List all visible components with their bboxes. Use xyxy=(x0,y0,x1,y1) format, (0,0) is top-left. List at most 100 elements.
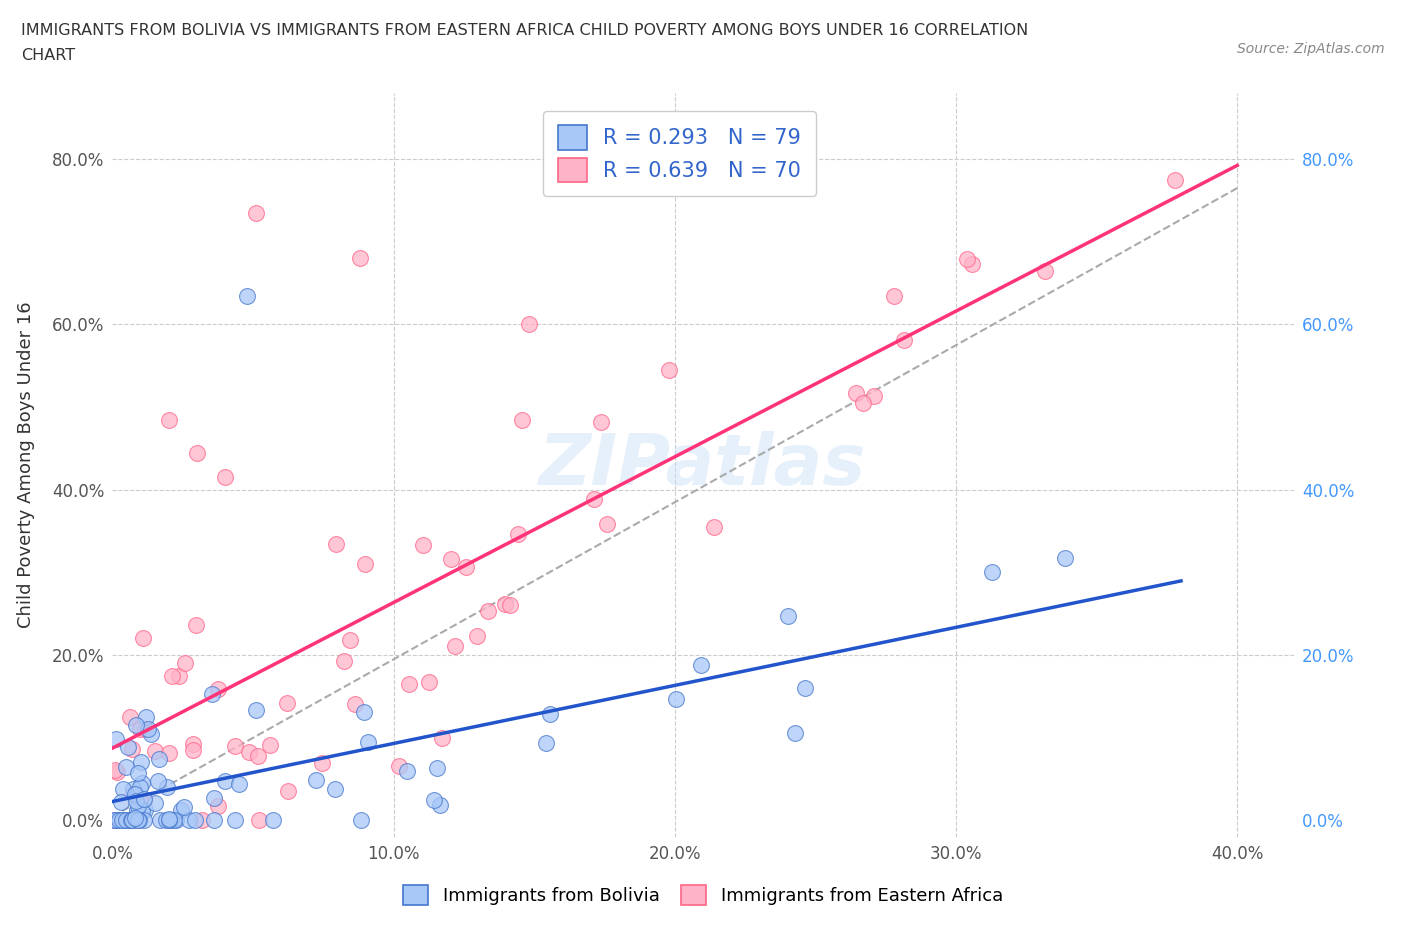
Point xyxy=(121,782,143,797)
Point xyxy=(214,470,236,485)
Point xyxy=(118,710,141,724)
Point xyxy=(262,813,284,828)
Point xyxy=(353,704,375,719)
Point xyxy=(104,762,127,777)
Point xyxy=(956,252,979,267)
Point xyxy=(665,691,688,706)
Point xyxy=(277,784,299,799)
Point xyxy=(247,749,270,764)
Point xyxy=(245,703,267,718)
Point xyxy=(325,537,347,551)
Point xyxy=(418,675,440,690)
Point xyxy=(127,765,149,780)
Point xyxy=(127,813,149,828)
Point xyxy=(127,813,149,828)
Point xyxy=(132,813,155,828)
Point xyxy=(794,680,817,695)
Point xyxy=(703,520,725,535)
Point xyxy=(124,787,146,802)
Point xyxy=(179,813,201,828)
Point xyxy=(499,598,522,613)
Point xyxy=(115,813,138,828)
Point xyxy=(962,257,984,272)
Point xyxy=(132,792,155,807)
Point xyxy=(494,597,516,612)
Point xyxy=(121,813,143,828)
Point xyxy=(127,798,149,813)
Point xyxy=(202,813,225,828)
Point xyxy=(173,799,195,814)
Point xyxy=(186,445,208,460)
Point xyxy=(690,658,713,672)
Point xyxy=(785,726,807,741)
Point xyxy=(207,798,229,813)
Point xyxy=(349,251,371,266)
Point xyxy=(862,389,884,404)
Point xyxy=(104,813,127,828)
Point xyxy=(115,813,138,828)
Point xyxy=(124,717,146,732)
Point xyxy=(388,758,411,773)
Point xyxy=(157,746,180,761)
Point xyxy=(104,731,127,746)
Point xyxy=(160,813,183,828)
Point xyxy=(141,726,163,741)
Y-axis label: Child Poverty Among Boys Under 16: Child Poverty Among Boys Under 16 xyxy=(17,301,35,629)
Point xyxy=(125,793,148,808)
Point xyxy=(160,669,183,684)
Point xyxy=(893,332,915,347)
Point xyxy=(105,764,128,779)
Point xyxy=(596,517,619,532)
Point xyxy=(191,813,214,828)
Point xyxy=(128,813,150,828)
Point xyxy=(173,656,195,671)
Point xyxy=(236,288,259,303)
Point xyxy=(1054,551,1077,565)
Point xyxy=(534,735,557,750)
Point xyxy=(111,781,134,796)
Point xyxy=(114,760,136,775)
Point xyxy=(398,677,420,692)
Point xyxy=(259,737,281,752)
Point xyxy=(247,813,270,828)
Point xyxy=(111,813,134,828)
Point xyxy=(125,803,148,817)
Point xyxy=(183,813,205,828)
Legend: R = 0.293   N = 79, R = 0.639   N = 70: R = 0.293 N = 79, R = 0.639 N = 70 xyxy=(543,111,815,196)
Point xyxy=(110,795,132,810)
Point xyxy=(202,790,225,805)
Point xyxy=(426,761,449,776)
Point xyxy=(122,787,145,802)
Point xyxy=(112,813,135,828)
Text: Source: ZipAtlas.com: Source: ZipAtlas.com xyxy=(1237,42,1385,56)
Point xyxy=(325,782,347,797)
Point xyxy=(135,710,157,724)
Point xyxy=(156,779,179,794)
Point xyxy=(143,796,166,811)
Point xyxy=(423,792,446,807)
Text: CHART: CHART xyxy=(21,48,75,63)
Point xyxy=(506,526,529,541)
Point xyxy=(131,631,153,645)
Point xyxy=(143,744,166,759)
Point xyxy=(186,618,208,632)
Point xyxy=(238,745,260,760)
Point xyxy=(131,804,153,818)
Point xyxy=(134,721,156,736)
Point xyxy=(852,395,875,410)
Point xyxy=(104,813,127,828)
Point xyxy=(333,653,356,668)
Point xyxy=(778,608,800,623)
Point xyxy=(429,798,451,813)
Point xyxy=(104,813,127,828)
Point xyxy=(350,813,373,828)
Point xyxy=(163,813,186,828)
Text: IMMIGRANTS FROM BOLIVIA VS IMMIGRANTS FROM EASTERN AFRICA CHILD POVERTY AMONG BO: IMMIGRANTS FROM BOLIVIA VS IMMIGRANTS FR… xyxy=(21,23,1028,38)
Point xyxy=(583,492,606,507)
Point xyxy=(354,556,377,571)
Point xyxy=(181,743,204,758)
Point xyxy=(214,774,236,789)
Point xyxy=(201,686,224,701)
Point xyxy=(305,773,328,788)
Point xyxy=(128,722,150,737)
